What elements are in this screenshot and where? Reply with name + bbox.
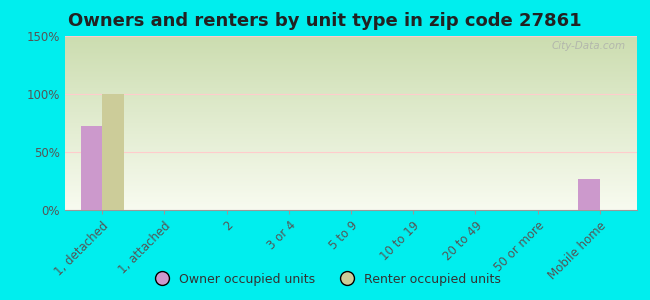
Text: City-Data.com: City-Data.com	[551, 41, 625, 51]
Text: Owners and renters by unit type in zip code 27861: Owners and renters by unit type in zip c…	[68, 12, 582, 30]
Bar	[578, 179, 600, 210]
Legend: Owner occupied units, Renter occupied units: Owner occupied units, Renter occupied un…	[144, 268, 506, 291]
Bar	[102, 94, 124, 210]
Bar	[81, 127, 102, 210]
